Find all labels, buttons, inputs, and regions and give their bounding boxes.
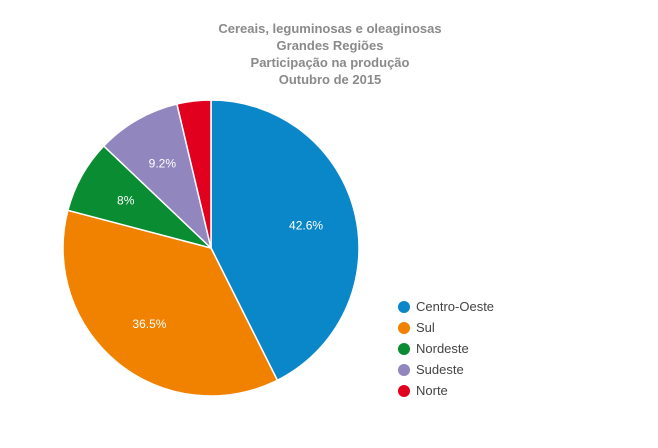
legend-label-sudeste: Sudeste bbox=[416, 362, 464, 377]
legend-item-sul[interactable]: Sul bbox=[398, 317, 494, 338]
legend-label-norte: Norte bbox=[416, 383, 448, 398]
legend-label-nordeste: Nordeste bbox=[416, 341, 469, 356]
chart-title-line-4: Outubro de 2015 bbox=[278, 72, 382, 87]
legend-swatch-norte bbox=[398, 384, 410, 397]
legend-swatch-sudeste bbox=[398, 363, 410, 376]
data-label-centro-oeste: 42.6% bbox=[289, 218, 323, 232]
chart-title-line-1: Cereais, leguminosas e oleaginosas bbox=[218, 21, 442, 36]
legend-item-sudeste[interactable]: Sudeste bbox=[398, 359, 494, 380]
legend-swatch-sul bbox=[398, 321, 410, 334]
data-label-sul: 36.5% bbox=[132, 317, 166, 331]
legend-label-sul: Sul bbox=[416, 320, 435, 335]
data-label-sudeste: 9.2% bbox=[149, 156, 177, 170]
pie-slice-norte[interactable] bbox=[175, 99, 212, 249]
legend-swatch-centro-oeste bbox=[398, 300, 410, 313]
legend-swatch-nordeste bbox=[398, 342, 410, 355]
legend-item-centro-oeste[interactable]: Centro-Oeste bbox=[398, 296, 494, 317]
legend-item-norte[interactable]: Norte bbox=[398, 380, 494, 401]
data-label-nordeste: 8% bbox=[117, 193, 135, 207]
pie-slice-sudeste[interactable] bbox=[102, 103, 213, 251]
pie-slice-centro-oeste[interactable] bbox=[210, 99, 360, 382]
pie-slice-sul[interactable] bbox=[62, 209, 279, 397]
chart-title-line-3: Participação na produção bbox=[250, 55, 410, 70]
chart-title-line-2: Grandes Regiões bbox=[276, 38, 384, 53]
legend-item-nordeste[interactable]: Nordeste bbox=[398, 338, 494, 359]
legend-label-centro-oeste: Centro-Oeste bbox=[416, 299, 495, 314]
chart-title: Cereais, leguminosas e oleaginosas Grand… bbox=[160, 20, 500, 88]
chart-legend: Centro-Oeste Sul Nordeste Sudeste Norte bbox=[398, 296, 494, 401]
